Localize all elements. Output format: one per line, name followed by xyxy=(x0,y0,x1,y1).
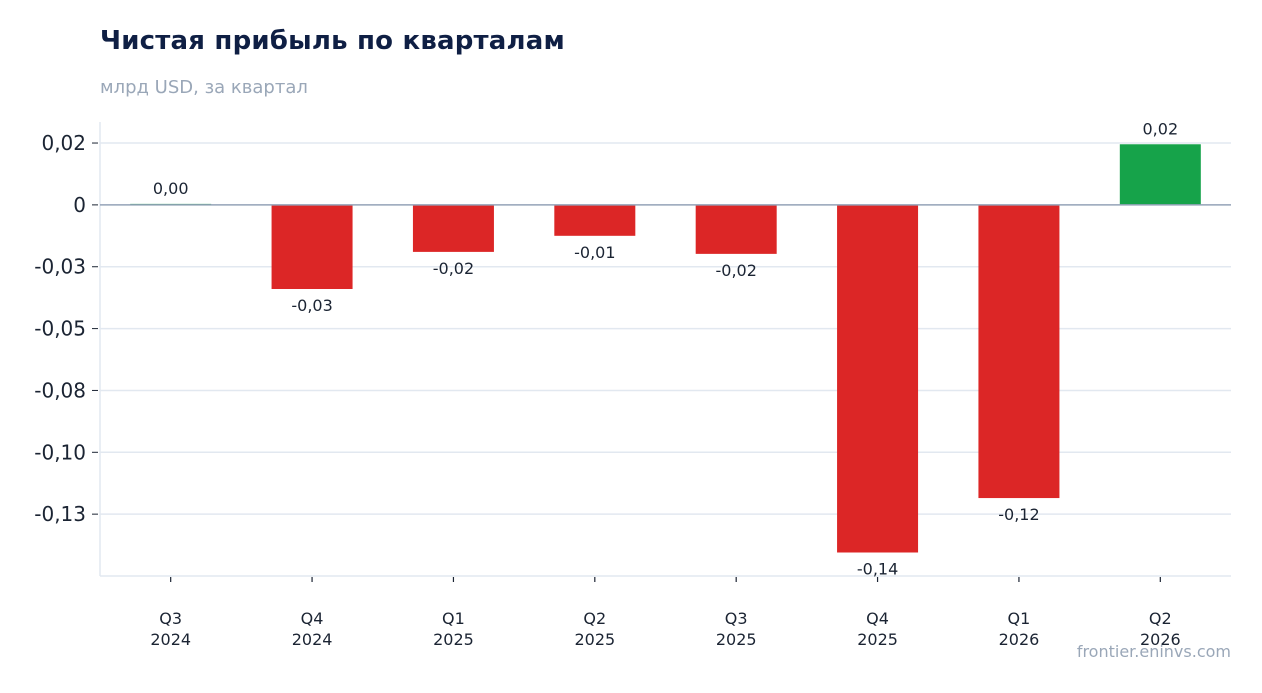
data-label: -0,01 xyxy=(574,243,615,262)
bars xyxy=(130,144,1201,553)
grid-lines xyxy=(100,142,1231,515)
x-tick-label-quarter: Q1 xyxy=(1008,609,1031,628)
x-tick-label-year: 2026 xyxy=(999,630,1040,649)
chart-title: Чистая прибыль по кварталам xyxy=(100,26,565,56)
bar xyxy=(837,204,919,553)
bar xyxy=(412,204,494,252)
x-tick-label-year: 2025 xyxy=(433,630,474,649)
x-tick-label-year: 2025 xyxy=(716,630,757,649)
x-tick-label-year: 2026 xyxy=(1140,630,1181,649)
x-tick-label-quarter: Q1 xyxy=(442,609,465,628)
data-label: 0,02 xyxy=(1143,119,1179,138)
data-label: -0,03 xyxy=(291,296,332,315)
data-label: -0,02 xyxy=(433,259,474,278)
x-tick-label-quarter: Q4 xyxy=(866,609,889,628)
chart-subtitle: млрд USD, за квартал xyxy=(100,77,308,98)
data-label: -0,14 xyxy=(857,559,898,578)
x-tick-label-year: 2025 xyxy=(857,630,898,649)
y-tick-label: 0 xyxy=(73,193,86,217)
bar xyxy=(695,204,777,254)
y-tick-label: -0,10 xyxy=(34,440,86,464)
x-tick-label-year: 2024 xyxy=(150,630,191,649)
data-label: -0,12 xyxy=(998,505,1039,524)
data-labels: 0,00 -0,03 -0,02 -0,01 -0,02 -0,14 -0,12 0,02 xyxy=(100,119,1231,578)
bar xyxy=(978,204,1060,499)
x-tick-label-quarter: Q4 xyxy=(301,609,324,628)
x-tick-label-year: 2024 xyxy=(292,630,333,649)
source-credit: frontier.eninvs.com xyxy=(1076,642,1231,661)
x-tick-label-quarter: Q3 xyxy=(725,609,748,628)
x-tick-label-quarter: Q2 xyxy=(1149,609,1172,628)
axes: 0,02 0 -0,03 -0,05 -0,08 -0,10 -0,13 Q3 2024 Q4 20… xyxy=(34,122,1231,649)
data-label: -0,02 xyxy=(715,261,756,280)
y-tick-label: 0,02 xyxy=(41,131,86,155)
x-tick-label-quarter: Q2 xyxy=(583,609,606,628)
y-tick-label: -0,03 xyxy=(34,255,86,279)
y-tick-label: -0,13 xyxy=(34,502,86,526)
bar xyxy=(271,204,353,290)
data-label: 0,00 xyxy=(153,179,189,198)
y-tick-label: -0,05 xyxy=(34,317,86,341)
x-tick-label-year: 2025 xyxy=(574,630,615,649)
x-tick-label-quarter: Q3 xyxy=(159,609,182,628)
bar xyxy=(554,204,636,236)
y-tick-label: -0,08 xyxy=(34,378,86,402)
bar xyxy=(1119,144,1201,205)
